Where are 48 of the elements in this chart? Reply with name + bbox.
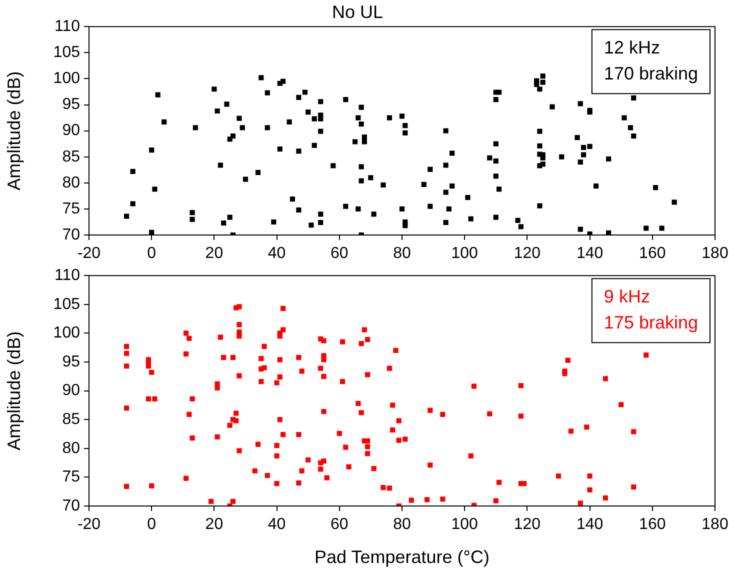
x-tick-label: -20 [77, 245, 101, 262]
x-tick-label: 20 [205, 245, 224, 262]
chart-title: No UL [332, 2, 384, 22]
x-tick-label: 40 [268, 516, 286, 534]
x-tick-label: 180 [702, 245, 728, 262]
y-tick-label: 95 [62, 96, 80, 114]
y-tick-label: 85 [62, 148, 80, 166]
y-tick-label: 80 [62, 174, 80, 192]
annotation: 170 braking [604, 64, 698, 84]
y-tick-label: 105 [53, 296, 80, 313]
x-tick-label: 140 [576, 245, 604, 262]
x-tick-label: 60 [330, 516, 348, 534]
x-tick-label: 0 [147, 516, 156, 534]
y-tick-label: 75 [62, 200, 80, 218]
x-tick-label: 20 [205, 516, 224, 534]
y-tick-label: 70 [62, 497, 80, 514]
annotation: 12 kHz [604, 38, 660, 58]
x-axis-title: Pad Temperature (°C) [314, 547, 490, 568]
y-tick-label: 100 [53, 324, 80, 342]
y-tick-label: 110 [54, 18, 80, 36]
y-axis-title: Amplitude (dB) [4, 331, 24, 450]
x-tick-label: 120 [514, 245, 541, 262]
x-tick-label: 120 [514, 516, 541, 534]
x-tick-label: 80 [393, 245, 411, 262]
y-tick-label: 75 [62, 468, 80, 486]
y-tick-label: 105 [53, 44, 80, 62]
y-tick-label: 95 [62, 353, 80, 370]
x-tick-label: 0 [147, 245, 156, 262]
y-tick-label: 90 [62, 122, 80, 140]
x-tick-label: 80 [393, 516, 411, 534]
x-tick-label: 140 [576, 516, 604, 534]
annotation: 175 braking [604, 312, 698, 333]
x-tick-label: 100 [451, 245, 478, 262]
y-tick-label: 85 [62, 411, 80, 428]
x-tick-label: 180 [702, 516, 728, 534]
annotation: 9 kHz [604, 286, 650, 307]
x-tick-label: 40 [268, 245, 286, 262]
x-tick-label: 160 [639, 516, 666, 534]
y-axis-title: Amplitude (dB) [4, 71, 24, 190]
x-tick-label: 160 [639, 245, 666, 262]
y-tick-label: 90 [62, 382, 80, 400]
y-tick-label: 70 [62, 226, 80, 244]
y-tick-label: 80 [62, 440, 80, 457]
y-tick-label: 100 [53, 70, 80, 88]
x-tick-label: 60 [330, 245, 348, 262]
y-tick-label: 110 [54, 267, 80, 284]
x-tick-label: -20 [77, 516, 101, 534]
x-tick-label: 100 [451, 516, 478, 534]
